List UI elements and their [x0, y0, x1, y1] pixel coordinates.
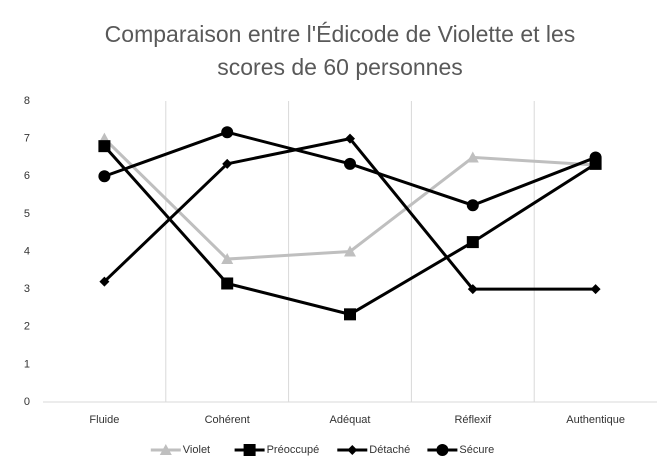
y-tick-label: 8	[24, 95, 30, 107]
x-tick-label: Authentique	[566, 414, 625, 426]
data-point	[221, 253, 234, 265]
legend-marker	[243, 444, 256, 456]
chart-title: Comparaison entre l'Édicode de Violette …	[104, 21, 576, 80]
y-tick-label: 4	[24, 245, 30, 257]
data-point	[466, 236, 479, 249]
series-line	[103, 137, 596, 261]
x-tick-label: Fluide	[89, 414, 119, 426]
data-point	[466, 151, 479, 163]
data-point	[99, 276, 110, 287]
data-point	[222, 158, 233, 169]
legend-marker	[347, 445, 358, 455]
x-tick-label: Adéquat	[330, 414, 371, 426]
legend-label: Sécure	[459, 444, 494, 456]
y-tick-label: 5	[24, 208, 30, 220]
x-tick-label: Cohérent	[205, 414, 250, 426]
data-point	[98, 170, 111, 183]
legend-marker	[436, 444, 449, 456]
y-tick-label: 7	[24, 133, 30, 145]
data-point	[344, 308, 356, 321]
y-tick-label: 6	[24, 170, 30, 182]
y-tick-label: 1	[24, 358, 30, 370]
legend-marker	[159, 444, 172, 455]
data-point	[221, 126, 234, 139]
data-point	[467, 284, 478, 295]
data-point	[345, 133, 355, 144]
legend-label: Détaché	[369, 444, 410, 456]
y-tick-label: 3	[24, 283, 30, 295]
data-point	[466, 199, 479, 212]
y-tick-label: 2	[24, 321, 30, 333]
data-point	[221, 277, 234, 290]
y-tick-label: 0	[24, 396, 30, 408]
data-point	[589, 151, 602, 164]
data-point	[344, 245, 356, 257]
data-point	[590, 284, 601, 295]
legend-label: Préoccupé	[267, 444, 320, 456]
x-tick-label: Réflexif	[454, 414, 492, 426]
data-point	[98, 140, 111, 153]
legend-label: Violet	[183, 444, 210, 456]
data-point	[344, 157, 356, 170]
